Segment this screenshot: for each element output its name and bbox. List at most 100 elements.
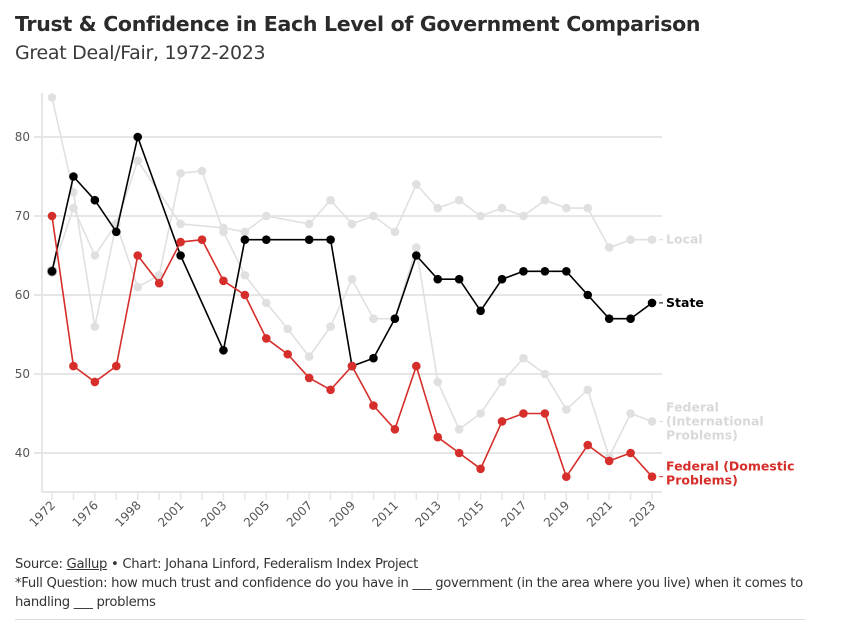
series-labels: Local Federal (International Problems) State…: [659, 232, 795, 488]
data-point: [90, 377, 100, 387]
x-tick-label: 2001: [155, 498, 186, 529]
x-tick-label: 2015: [455, 498, 486, 529]
series-federal-domestic-problems: [47, 211, 657, 482]
data-point: [647, 417, 657, 426]
question-note: *Full Question: how much trust and confi…: [15, 576, 803, 610]
data-point: [562, 405, 571, 414]
data-point: [90, 195, 100, 205]
data-point: [626, 314, 635, 324]
data-point: [90, 322, 100, 331]
y-tick-label: 80: [15, 130, 30, 144]
data-point: [304, 373, 314, 383]
series-label-local: Local: [666, 232, 703, 247]
x-tick-label: 2021: [584, 498, 615, 529]
x-axis-ticks: 1972 1976 1998 2001 2003 2005 2007 2009 2011 2013…: [27, 492, 658, 530]
data-point: [519, 409, 528, 418]
footer-divider: [15, 619, 805, 620]
x-tick-label: 1976: [69, 498, 100, 529]
data-point: [133, 156, 143, 165]
series-label-line: Problems): [666, 427, 738, 442]
series-local: [46, 156, 657, 277]
data-point: [647, 298, 657, 308]
data-point: [133, 251, 143, 260]
data-point: [240, 235, 250, 244]
data-point: [412, 251, 421, 260]
data-point: [540, 267, 550, 276]
x-tick-label: 2013: [412, 498, 443, 529]
y-tick-label: 70: [15, 209, 30, 223]
data-point: [197, 166, 207, 176]
x-tick-label: 2003: [198, 498, 229, 529]
source-suffix: • Chart: Johana Linford, Federalism Inde…: [107, 557, 419, 572]
data-point: [111, 227, 121, 237]
source-link-gallup[interactable]: Gallup: [66, 557, 108, 572]
data-point: [476, 464, 485, 474]
data-point: [583, 385, 593, 395]
data-point: [412, 361, 421, 371]
data-point: [412, 180, 421, 189]
data-point: [369, 401, 378, 410]
data-point: [283, 349, 293, 359]
data-point: [562, 472, 571, 482]
data-point: [69, 361, 78, 371]
x-tick-label: 2023: [627, 498, 658, 529]
data-point: [497, 377, 507, 387]
series-label-line: Local: [666, 232, 703, 247]
data-point: [369, 211, 378, 221]
data-point: [240, 290, 250, 300]
series-line: [51, 136, 653, 367]
chart-footer: Source: Gallup • Chart: Johana Linford, …: [15, 555, 815, 612]
data-point: [454, 448, 464, 458]
data-point: [562, 203, 571, 213]
data-point: [497, 274, 507, 284]
data-point: [69, 172, 78, 181]
data-point: [433, 203, 443, 213]
data-point: [69, 188, 78, 197]
series-federal-international-problems: [47, 93, 657, 462]
series-label-state: State: [666, 295, 704, 310]
data-point: [347, 361, 357, 371]
data-point: [326, 385, 335, 395]
x-tick-label: 2017: [498, 498, 529, 529]
data-point: [219, 276, 228, 286]
data-point: [626, 409, 635, 418]
series-label-federal-international-problems: Federal (International Problems): [666, 399, 764, 442]
data-point: [154, 278, 164, 288]
data-point: [326, 322, 335, 331]
data-point: [369, 314, 378, 324]
data-point: [583, 440, 593, 450]
data-point: [326, 235, 335, 244]
data-point: [176, 169, 185, 178]
data-point: [454, 274, 464, 284]
data-point: [262, 235, 271, 244]
data-point: [519, 267, 528, 276]
data-point: [412, 243, 421, 252]
x-tick-label: 2019: [541, 498, 572, 529]
data-point: [262, 298, 271, 308]
data-point: [347, 219, 357, 229]
data-point: [604, 243, 614, 252]
chart-title: Trust & Confidence in Each Level of Gove…: [15, 12, 701, 36]
data-point: [47, 211, 57, 221]
data-point: [562, 267, 571, 276]
y-tick-label: 40: [15, 446, 30, 460]
data-point: [240, 270, 250, 280]
x-tick-label: 2007: [284, 498, 315, 529]
data-point: [240, 227, 250, 237]
data-point: [604, 456, 614, 466]
data-point: [133, 282, 143, 292]
data-point: [304, 352, 314, 361]
series-group: [46, 93, 657, 482]
chart-subtitle: Great Deal/Fair, 1972-2023: [15, 42, 266, 64]
data-point: [583, 290, 593, 300]
data-point: [47, 267, 57, 276]
x-tick-label: 1998: [112, 498, 143, 529]
series-label-federal-domestic-problems: Federal (Domestic Problems): [666, 459, 794, 488]
x-tick-label: 2011: [370, 498, 401, 529]
data-point: [326, 195, 335, 205]
data-point: [304, 219, 314, 229]
data-point: [262, 334, 271, 343]
source-prefix: Source:: [15, 557, 67, 572]
x-tick-label: 2005: [241, 498, 272, 529]
data-point: [583, 203, 593, 213]
